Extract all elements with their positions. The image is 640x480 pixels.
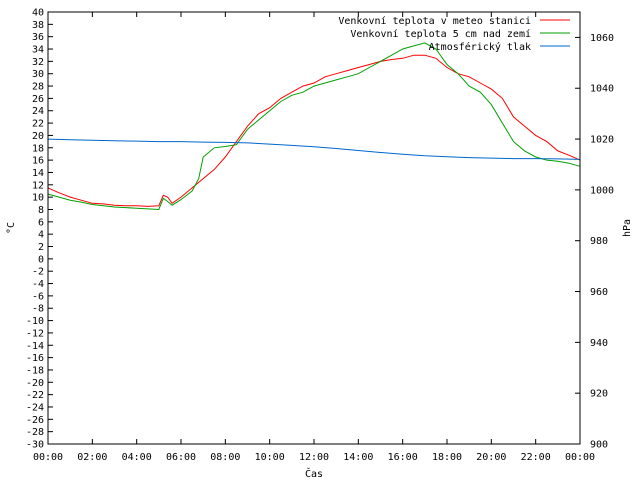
y-tick-label: 34 bbox=[32, 45, 44, 56]
y-tick-label: -12 bbox=[26, 328, 44, 339]
y-tick-label: 2 bbox=[38, 242, 44, 253]
y-axis-label: °C bbox=[6, 222, 17, 234]
series-line-3 bbox=[47, 138, 581, 160]
y-tick-label: 32 bbox=[32, 57, 44, 68]
y-tick-label: -14 bbox=[26, 341, 44, 352]
y-tick-label: 30 bbox=[32, 69, 44, 80]
legend-label-3: Atmosférický tlak bbox=[429, 41, 531, 53]
y-tick-label: -20 bbox=[26, 378, 44, 389]
y-tick-label: 16 bbox=[32, 156, 44, 167]
y-tick-label: 10 bbox=[32, 193, 44, 204]
y-tick-label: -28 bbox=[26, 427, 44, 438]
y2-tick-label: 1000 bbox=[590, 185, 614, 196]
x-tick-label: 08:00 bbox=[210, 452, 240, 463]
y-tick-label: 8 bbox=[38, 205, 44, 216]
y-tick-label: 28 bbox=[32, 82, 44, 93]
legend-label-1: Venkovní teplota v meteo stanici bbox=[338, 15, 531, 27]
series-line-2 bbox=[47, 42, 581, 211]
y-tick-label: -30 bbox=[26, 440, 44, 451]
y-tick-label: -18 bbox=[26, 365, 44, 376]
series-layer bbox=[47, 42, 581, 211]
y-tick-label: -8 bbox=[32, 304, 44, 315]
y-tick-label: -22 bbox=[26, 390, 44, 401]
tick-labels: -30-28-26-24-22-20-18-16-14-12-10-8-6-4-… bbox=[26, 8, 614, 464]
x-tick-label: 06:00 bbox=[166, 452, 196, 463]
x-tick-label: 22:00 bbox=[521, 452, 551, 463]
y2-tick-label: 1040 bbox=[590, 84, 614, 95]
y-tick-label: 12 bbox=[32, 180, 44, 191]
y-tick-label: 14 bbox=[32, 168, 44, 179]
series-line-1 bbox=[47, 54, 581, 207]
y-tick-label: -10 bbox=[26, 316, 44, 327]
x-tick-label: 16:00 bbox=[388, 452, 418, 463]
y2-tick-label: 1020 bbox=[590, 135, 614, 146]
y2-tick-label: 940 bbox=[590, 338, 608, 349]
y-tick-label: 36 bbox=[32, 32, 44, 43]
y-tick-label: 24 bbox=[32, 106, 44, 117]
y-tick-label: -2 bbox=[32, 267, 44, 278]
y-tick-label: -26 bbox=[26, 415, 44, 426]
y2-tick-label: 900 bbox=[590, 440, 608, 451]
y-tick-label: -16 bbox=[26, 353, 44, 364]
x-tick-label: 00:00 bbox=[565, 452, 595, 463]
y-tick-label: 0 bbox=[38, 254, 44, 265]
x-tick-label: 18:00 bbox=[432, 452, 462, 463]
x-tick-label: 14:00 bbox=[343, 452, 373, 463]
y2-tick-label: 1060 bbox=[590, 33, 614, 44]
ticks bbox=[47, 11, 581, 445]
y2-tick-label: 980 bbox=[590, 236, 608, 247]
legend: Venkovní teplota v meteo stanici Venkovn… bbox=[338, 15, 570, 53]
y-tick-label: 22 bbox=[32, 119, 44, 130]
y-tick-label: 26 bbox=[32, 94, 44, 105]
y-tick-label: -24 bbox=[26, 402, 44, 413]
x-axis-label: Čas bbox=[305, 467, 323, 480]
y-tick-label: 38 bbox=[32, 20, 44, 31]
x-tick-label: 00:00 bbox=[33, 452, 63, 463]
y-tick-label: -4 bbox=[32, 279, 44, 290]
y-tick-label: 4 bbox=[38, 230, 44, 241]
y-tick-label: 18 bbox=[32, 143, 44, 154]
y2-tick-label: 960 bbox=[590, 287, 608, 298]
x-tick-label: 20:00 bbox=[476, 452, 506, 463]
y-tick-label: 40 bbox=[32, 8, 44, 19]
x-tick-label: 02:00 bbox=[77, 452, 107, 463]
y-tick-label: -6 bbox=[32, 291, 44, 302]
y-tick-label: 20 bbox=[32, 131, 44, 142]
legend-label-2: Venkovní teplota 5 cm nad zemí bbox=[350, 28, 531, 40]
x-tick-label: 04:00 bbox=[122, 452, 152, 463]
x-tick-label: 12:00 bbox=[299, 452, 329, 463]
y2-axis-label: hPa bbox=[622, 219, 633, 237]
y-tick-label: 6 bbox=[38, 217, 44, 228]
x-tick-label: 10:00 bbox=[255, 452, 285, 463]
y2-tick-label: 920 bbox=[590, 389, 608, 400]
plot-area bbox=[47, 11, 581, 445]
